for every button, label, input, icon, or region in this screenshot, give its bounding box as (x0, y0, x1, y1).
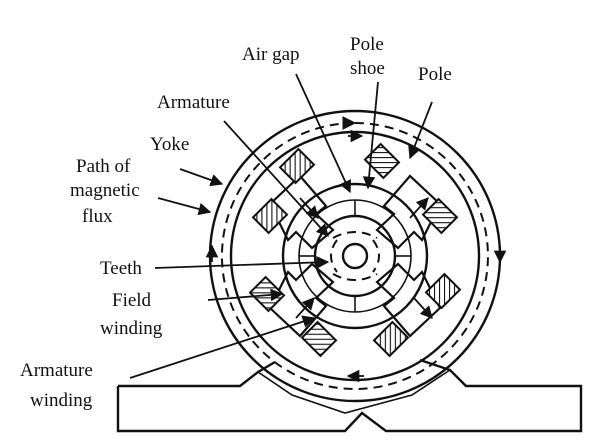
machine-base (116, 358, 583, 433)
flux-arrows (205, 129, 507, 383)
label-air-gap: Air gap (242, 44, 300, 65)
label-armature: Armature (157, 92, 230, 113)
label-yoke: Yoke (150, 134, 189, 155)
label-path-3: flux (82, 206, 113, 227)
armature-inner (313, 214, 397, 298)
label-teeth: Teeth (100, 258, 142, 279)
label-pole: Pole (418, 64, 452, 85)
label-arm-winding-1: Armature (20, 360, 93, 381)
label-pole-shoe-2: shoe (350, 58, 385, 79)
armature-teeth (299, 200, 411, 312)
label-path-1: Path of (76, 156, 131, 177)
label-path-2: magnetic (70, 180, 140, 201)
armature-outer (281, 182, 429, 330)
field-windings (248, 142, 462, 358)
label-arm-winding-2: winding (30, 390, 93, 411)
label-field-2: winding (100, 318, 163, 339)
label-pole-shoe-1: Pole (350, 34, 384, 55)
leader-arrows (129, 73, 433, 379)
flux-path-inner (330, 231, 380, 281)
label-field-1: Field (112, 290, 152, 311)
shaft (341, 242, 369, 270)
